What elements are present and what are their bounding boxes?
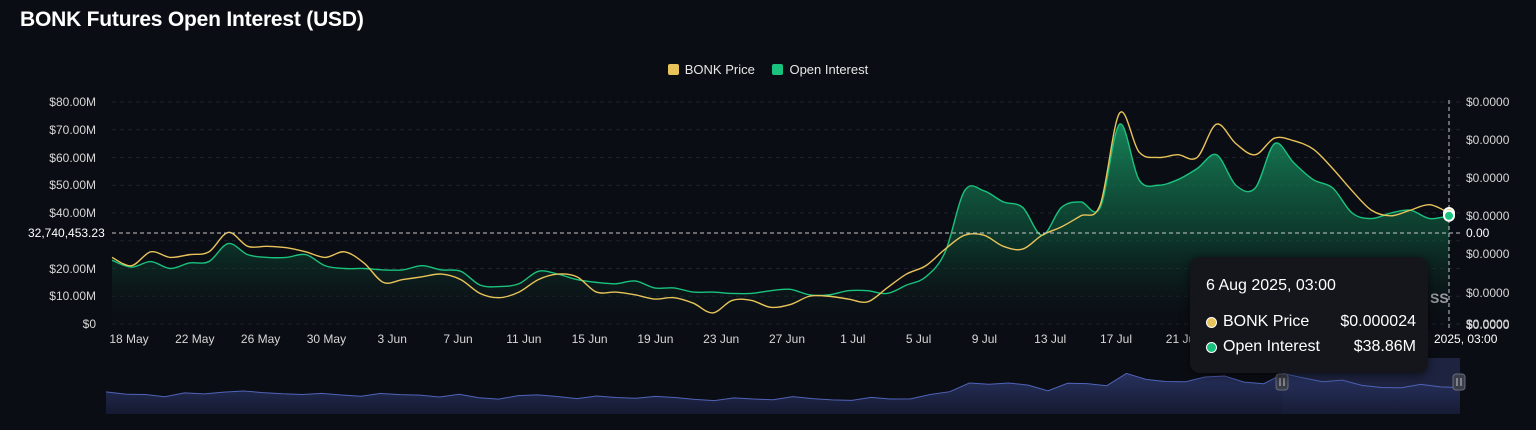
hover-markers — [1443, 207, 1455, 222]
y-right-tick-label: $0.0000 — [1466, 317, 1510, 331]
x-tick-label: 17 Jul — [1099, 332, 1133, 346]
legend-swatch-bonk-price — [667, 64, 679, 75]
legend-swatch-open-interest — [772, 64, 784, 75]
y-left-tick-label: $80.00M — [49, 95, 96, 109]
x-tick-label: 26 May — [240, 332, 281, 346]
x-tick-label: 27 Jun — [768, 332, 806, 346]
tooltip-dot-bonk-price — [1206, 316, 1217, 328]
x-tick-label: 22 May — [175, 332, 215, 346]
x-tick-label: 1 Jul — [840, 332, 866, 346]
x-tick-label: 19 Jun — [637, 332, 674, 346]
y-left-tick-label: $60.00M — [49, 150, 96, 165]
open-interest-marker — [1443, 209, 1455, 222]
tooltip-dot-open-interest — [1206, 341, 1217, 353]
navigator-left-handle[interactable] — [1275, 373, 1289, 391]
crosshair-left-value: 32,740,453.23 — [22, 224, 111, 242]
legend-label-bonk-price: BONK Price — [684, 62, 755, 77]
crosshair-right-value: 0.00 — [1466, 226, 1490, 240]
y-right-tick-label: $0.0000 — [1466, 318, 1510, 332]
bonk-price-line[interactable] — [111, 111, 1450, 314]
y-left-tick-label: $40.00M — [49, 206, 96, 220]
tooltip-label-open-interest: Open Interest — [1223, 338, 1320, 355]
tooltip-date: 6 Aug 2025, 03:00 — [1206, 277, 1336, 294]
y-left-tick-label: $10.00M — [49, 289, 96, 304]
crosshair-date-label: 2025, 03:00 — [1428, 330, 1504, 348]
y-right-tick-label: $0.0000 — [1466, 247, 1510, 261]
x-tick-label: 15 Jun — [571, 332, 608, 346]
navigator-area — [106, 373, 1460, 414]
tooltip-value-bonk-price: $0.000024 — [1340, 313, 1416, 330]
tooltip-label-bonk-price: BONK Price — [1223, 313, 1310, 330]
legend-item-open-interest[interactable]: Open Interest — [772, 62, 868, 77]
y-right-tick-label: $0.0000 — [1466, 286, 1510, 300]
x-tick-label: 30 May — [306, 332, 347, 346]
tooltip: 6 Aug 2025, 03:00 BONK Price $0.000024 O… — [1190, 257, 1428, 373]
x-tick-label: 18 May — [109, 332, 149, 346]
y-right-tick-label: $0.0000 — [1466, 133, 1510, 147]
x-tick-label: 7 Jun — [443, 332, 473, 346]
legend-item-bonk-price[interactable]: BONK Price — [667, 62, 755, 77]
x-tick-label: 3 Jun — [377, 332, 407, 346]
legend-label-open-interest: Open Interest — [789, 62, 869, 77]
legend: BONK Price Open Interest — [0, 62, 1536, 78]
x-tick-label: 9 Jul — [971, 332, 998, 346]
y-left-tick-label: $20.00M — [49, 261, 96, 276]
chart-title: BONK Futures Open Interest (USD) — [20, 8, 364, 31]
y-right-tick-label: $0.0000 — [1466, 209, 1510, 223]
tooltip-value-open-interest: $38.86M — [1353, 338, 1416, 355]
watermark: SS — [1430, 290, 1449, 306]
open-interest-line[interactable] — [111, 123, 1450, 297]
y-right-tick-label: $0.0000 — [1466, 95, 1510, 109]
x-tick-label: 23 Jun — [703, 332, 740, 346]
x-tick-label: 21 Jul — [1165, 332, 1198, 346]
y-right-tick-label: $0.0000 — [1466, 171, 1510, 185]
x-tick-label: 13 Jul — [1034, 332, 1067, 346]
navigator-right-handle[interactable] — [1452, 373, 1466, 391]
y-left-tick-label: $0 — [82, 317, 96, 331]
x-tick-label: 11 Jun — [506, 332, 542, 346]
tooltip-row-bonk-price: BONK Price $0.000024 — [1206, 313, 1416, 331]
tooltip-row-open-interest: Open Interest $38.86M — [1206, 338, 1416, 356]
navigator-line — [105, 372, 1461, 402]
y-left-tick-label: $70.00M — [49, 122, 96, 137]
x-tick-label: 5 Jul — [905, 332, 932, 346]
y-left-tick-label: $50.00M — [49, 178, 96, 193]
